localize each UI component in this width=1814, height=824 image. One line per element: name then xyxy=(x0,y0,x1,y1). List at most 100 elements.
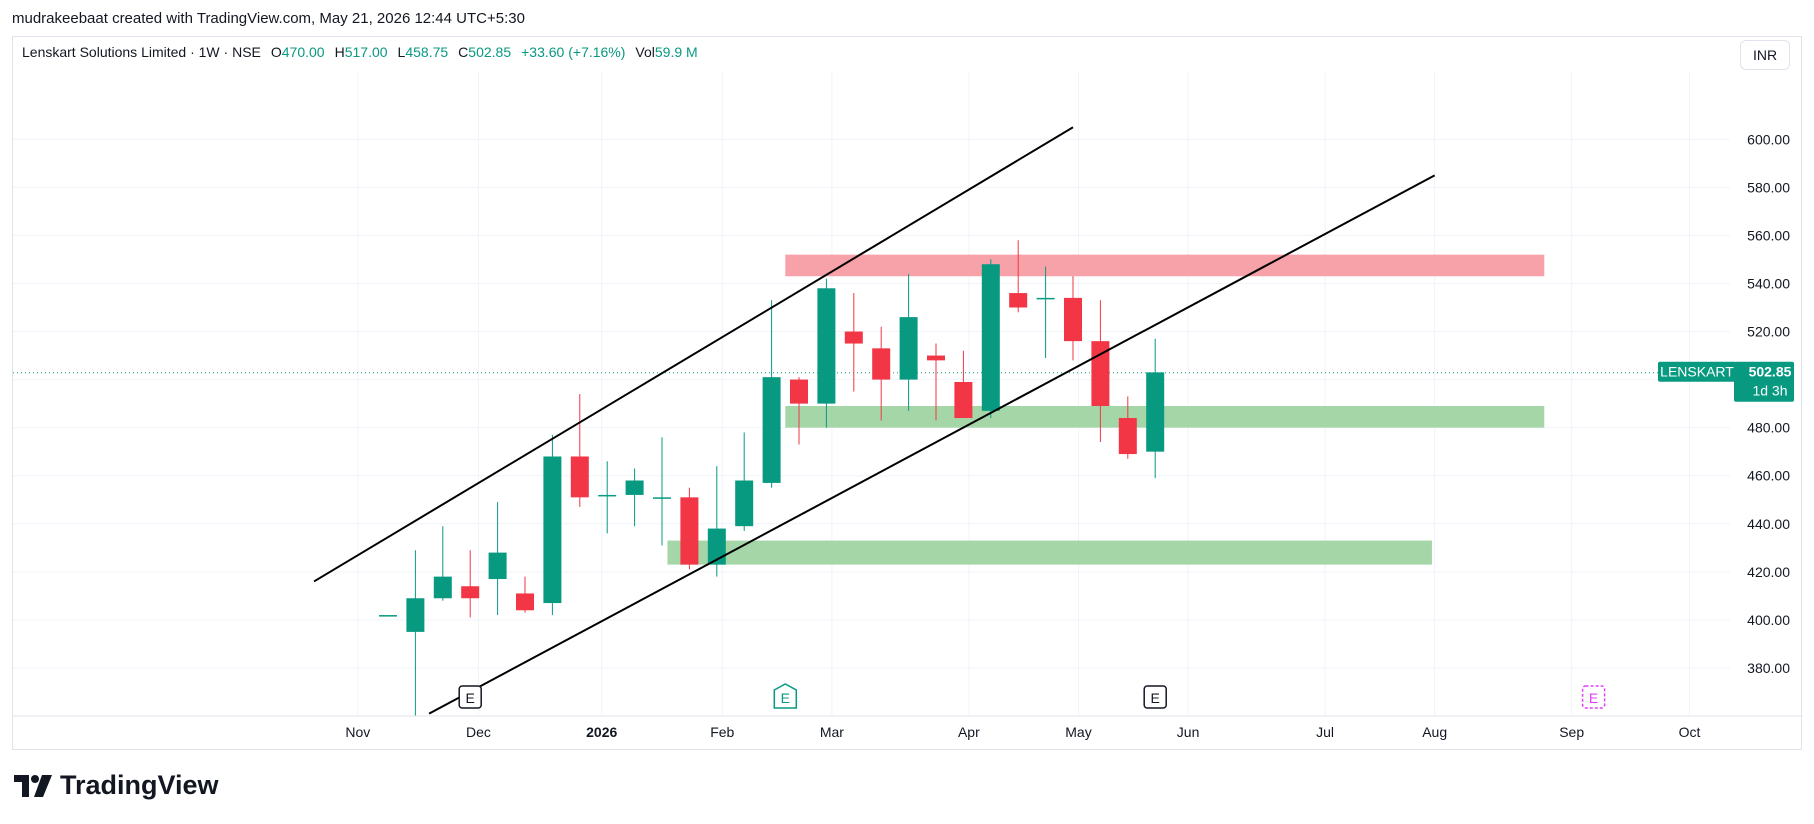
candle-body xyxy=(872,348,891,380)
candle-body xyxy=(707,528,726,565)
candle-body xyxy=(598,494,617,497)
symbol-legend: Lenskart Solutions Limited · 1W · NSE O4… xyxy=(22,44,698,60)
candle-body xyxy=(406,598,425,632)
tradingview-wordmark: TradingView xyxy=(60,770,219,800)
change-value: +33.60 (+7.16%) xyxy=(521,44,626,60)
price-badge xyxy=(1734,361,1794,402)
candle[interactable] xyxy=(927,343,945,421)
candle-body xyxy=(762,377,781,483)
support-zone[interactable] xyxy=(785,406,1545,428)
candle-body xyxy=(1064,297,1082,342)
chart-attribution: mudrakeebaat created with TradingView.co… xyxy=(12,10,525,27)
time-axis-label: Mar xyxy=(820,724,844,740)
candle-body xyxy=(488,552,507,580)
support-zone[interactable] xyxy=(667,540,1432,565)
candle[interactable] xyxy=(516,576,534,613)
candle[interactable] xyxy=(735,432,754,531)
high-label: H xyxy=(334,44,345,60)
candle[interactable] xyxy=(570,394,589,507)
currency-button[interactable]: INR xyxy=(1740,40,1790,70)
time-axis-label: May xyxy=(1065,724,1091,740)
candle[interactable] xyxy=(707,466,726,577)
candle-body xyxy=(570,456,589,498)
candle[interactable] xyxy=(1009,240,1028,313)
ticker-label: LENSKART xyxy=(1660,364,1734,380)
candle[interactable] xyxy=(872,326,891,421)
candle[interactable] xyxy=(844,293,863,392)
time-axis-label: Aug xyxy=(1422,724,1447,740)
time-axis-label: Jun xyxy=(1177,724,1200,740)
high-value: 517.00 xyxy=(344,44,388,60)
bar-countdown: 1d 3h xyxy=(1752,383,1787,399)
candle[interactable] xyxy=(406,550,425,728)
candle-body xyxy=(680,497,699,565)
candle[interactable] xyxy=(625,468,644,527)
price-axis-label: 520.00 xyxy=(1747,324,1790,340)
candle[interactable] xyxy=(1146,338,1165,479)
candle-body xyxy=(1036,297,1055,300)
earnings-marker-shape xyxy=(1581,685,1606,709)
candle[interactable] xyxy=(379,615,397,617)
earnings-marker[interactable]: E xyxy=(1143,685,1167,709)
tradingview-logo[interactable]: TradingView xyxy=(14,770,219,801)
price-axis-label: 420.00 xyxy=(1747,564,1790,580)
volume-label: Vol xyxy=(635,44,655,60)
candle[interactable] xyxy=(543,434,562,616)
candle[interactable] xyxy=(488,502,507,616)
earnings-marker-shape xyxy=(458,685,482,709)
candle-body xyxy=(543,456,562,604)
candle[interactable] xyxy=(1036,266,1055,358)
time-axis-label: 2026 xyxy=(586,724,617,740)
price-axis-label: 600.00 xyxy=(1747,131,1790,147)
candle[interactable] xyxy=(1064,276,1082,361)
candle[interactable] xyxy=(954,350,973,419)
candle[interactable] xyxy=(762,300,781,488)
time-axis-label: Dec xyxy=(466,724,491,740)
candle-body xyxy=(653,497,671,499)
trend-line[interactable] xyxy=(428,174,1436,715)
candle[interactable] xyxy=(653,437,671,546)
time-axis-label: Sep xyxy=(1559,724,1584,740)
close-label: C xyxy=(458,44,469,60)
price-axis-label: 540.00 xyxy=(1747,275,1790,291)
time-axis-label: Oct xyxy=(1679,724,1701,740)
resistance-zone[interactable] xyxy=(785,254,1545,277)
earnings-marker-shape xyxy=(773,683,798,709)
price-axis-label: 380.00 xyxy=(1747,660,1790,676)
candle[interactable] xyxy=(899,273,918,411)
candle[interactable] xyxy=(680,487,699,570)
candle-body xyxy=(790,379,808,404)
candle[interactable] xyxy=(790,377,808,445)
price-axis-label: 580.00 xyxy=(1747,179,1790,195)
trend-line[interactable] xyxy=(313,126,1074,583)
chart-frame[interactable] xyxy=(12,36,1802,750)
candle-body xyxy=(1118,418,1137,455)
candle-body xyxy=(735,480,754,527)
plot-area[interactable] xyxy=(13,42,1730,728)
earnings-marker-shape xyxy=(1143,685,1167,709)
earnings-marker[interactable]: E xyxy=(773,683,798,709)
candle-body xyxy=(844,331,863,344)
price-axis-label: 460.00 xyxy=(1747,468,1790,484)
candle-body xyxy=(379,615,397,617)
candle-body xyxy=(927,355,945,361)
candle-body xyxy=(817,288,836,404)
candle[interactable] xyxy=(433,526,452,601)
symbol-title[interactable]: Lenskart Solutions Limited · 1W · NSE xyxy=(22,44,261,60)
candle[interactable] xyxy=(461,550,480,618)
candle-body xyxy=(981,264,1000,411)
time-axis-label: Jul xyxy=(1316,724,1334,740)
tradingview-logo-icon xyxy=(14,774,52,797)
candle[interactable] xyxy=(598,461,617,534)
candle-body xyxy=(1009,293,1028,308)
time-axis-label: Nov xyxy=(345,724,370,740)
volume-value: 59.9 M xyxy=(654,44,698,60)
candle[interactable] xyxy=(981,259,1000,419)
last-price-tag[interactable]: LENSKART 502.85 1d 3h xyxy=(1658,361,1794,402)
candle-body xyxy=(899,317,918,380)
earnings-marker[interactable]: E xyxy=(1581,685,1606,709)
candle[interactable] xyxy=(1118,396,1137,459)
earnings-marker[interactable]: E xyxy=(458,685,482,709)
candle[interactable] xyxy=(817,278,836,428)
